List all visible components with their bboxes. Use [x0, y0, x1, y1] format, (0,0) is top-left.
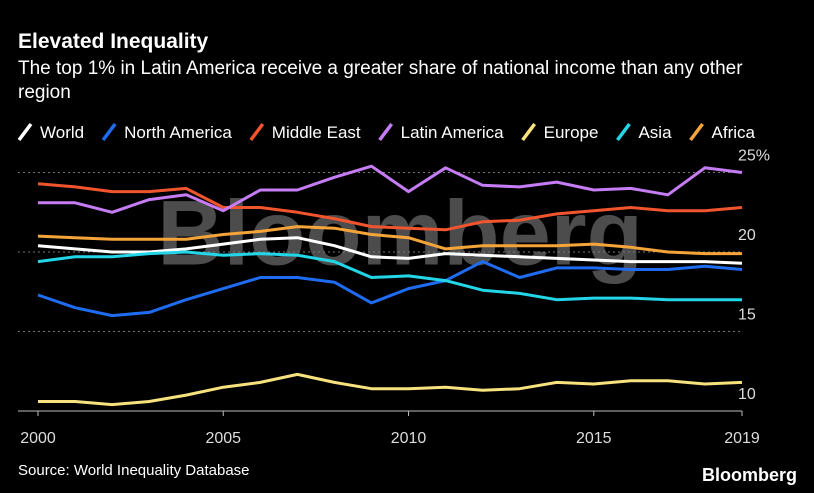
series-line — [37, 260, 743, 318]
legend-swatch — [17, 122, 33, 142]
x-tick-label: 2019 — [724, 430, 760, 447]
legend-swatch — [616, 122, 631, 142]
legend-label: Middle East — [272, 123, 361, 142]
series-line — [37, 225, 742, 256]
series-line — [38, 164, 743, 214]
series-line — [37, 236, 743, 265]
legend-label: Asia — [638, 123, 672, 142]
legend-label: Africa — [712, 123, 756, 142]
x-tick-label: 2015 — [576, 430, 612, 447]
y-tick-label: 20 — [738, 227, 756, 244]
y-tick-label: 10 — [738, 386, 756, 403]
source: Source: World Inequality Database — [18, 462, 250, 479]
legend-swatch — [101, 122, 117, 142]
legend-swatch — [689, 122, 704, 142]
series-line — [37, 182, 743, 232]
x-tick-label: 2010 — [391, 430, 427, 447]
chart-subtitle: The top 1% in Latin America receive a gr… — [18, 58, 743, 103]
legend-swatch — [249, 122, 265, 142]
legend-swatch — [378, 122, 394, 142]
y-tick-label: 25% — [738, 148, 770, 165]
y-tick-label: 15 — [738, 307, 756, 324]
legend-label: Europe — [544, 123, 599, 142]
legend-label: Latin America — [401, 123, 505, 142]
series-line — [38, 372, 743, 407]
series-line — [37, 250, 742, 302]
legend-label: North America — [124, 123, 232, 142]
chart-title: Elevated Inequality — [18, 30, 209, 53]
x-tick-label: 2000 — [20, 430, 56, 447]
legend-label: World — [40, 123, 84, 142]
legend-swatch — [521, 122, 537, 142]
x-tick-label: 2005 — [205, 430, 241, 447]
logo: Bloomberg — [702, 465, 797, 485]
